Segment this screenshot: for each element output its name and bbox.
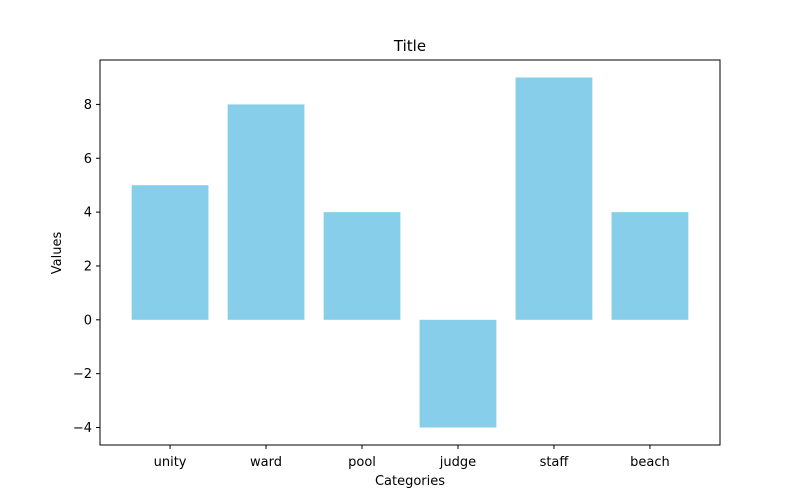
y-tick-label: 2 [84,259,92,274]
x-tick-label: unity [154,455,187,470]
x-axis-title: Categories [375,474,445,489]
x-axis: unity ward pool judge staff beach [154,445,670,470]
bar-pool [323,212,401,320]
x-tick-label: ward [250,455,282,470]
bar-staff [515,77,593,320]
bar-beach [611,212,689,320]
y-tick-label: −4 [73,421,92,436]
bar-judge [419,319,497,428]
bar-unity [131,185,209,320]
x-tick-label: beach [630,455,670,470]
x-tick-label: staff [540,455,570,470]
y-axis: −4 −2 0 2 4 6 8 [73,98,100,436]
x-tick-label: pool [348,455,376,470]
x-tick-label: judge [439,455,476,470]
chart-title: Title [393,37,426,55]
bar-ward [227,104,305,320]
y-tick-label: 6 [84,152,92,167]
bars-group [131,77,689,428]
y-tick-label: 4 [84,206,92,221]
plot-area-frame [99,59,721,446]
y-tick-label: 8 [84,98,92,113]
y-tick-label: 0 [84,313,92,328]
y-axis-title: Values [50,232,65,275]
y-tick-label: −2 [73,367,92,382]
